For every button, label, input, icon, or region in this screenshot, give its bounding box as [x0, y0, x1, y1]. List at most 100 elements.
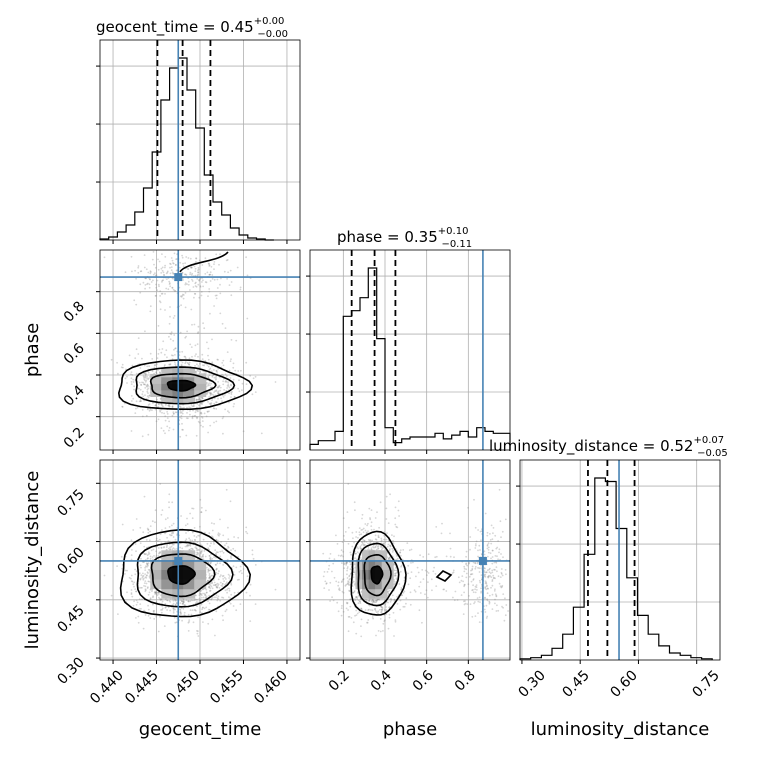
sample-point [172, 317, 175, 319]
sample-point [394, 619, 397, 621]
sample-point [235, 339, 238, 342]
density-cell [362, 560, 374, 570]
sample-point [192, 405, 195, 408]
sample-point [136, 601, 139, 604]
sample-point [483, 571, 486, 574]
sample-point [180, 515, 183, 517]
sample-point [169, 405, 171, 408]
ylabel-phase: phase [22, 323, 43, 377]
sample-point [222, 564, 225, 566]
sample-point [222, 374, 225, 376]
sample-point [172, 262, 175, 265]
sample-point [212, 579, 215, 581]
sample-point [206, 341, 208, 344]
sample-point [146, 564, 149, 566]
truth-marker-2-0 [174, 556, 183, 565]
sample-point [137, 615, 140, 618]
density-cell [355, 560, 368, 570]
sample-point [168, 599, 171, 602]
sample-point [329, 581, 332, 584]
sample-point [199, 590, 202, 592]
sample-point [190, 599, 193, 601]
sample-point [219, 550, 222, 553]
sample-point [468, 562, 470, 565]
sample-point [143, 254, 146, 256]
sample-point [175, 258, 178, 261]
sample-point [491, 569, 494, 572]
sample-point [216, 391, 219, 393]
sample-point [394, 506, 397, 509]
sample-point [146, 566, 148, 568]
sample-point [474, 588, 476, 591]
sample-point [172, 522, 175, 525]
geocent-lumdist-contour-outer [136, 541, 234, 608]
sample-point [137, 621, 140, 624]
sample-point [160, 546, 163, 549]
sample-point [187, 268, 189, 270]
sample-point [185, 417, 188, 419]
sample-point [166, 517, 169, 519]
sample-point [168, 404, 170, 407]
sample-point [159, 301, 162, 304]
sample-point [409, 603, 412, 606]
sample-point [356, 558, 358, 561]
sample-point [135, 570, 138, 573]
sample-point [183, 604, 186, 606]
sample-point [359, 547, 362, 550]
sample-point [391, 551, 394, 553]
sample-point [224, 373, 227, 376]
sample-point [149, 530, 151, 533]
sample-point [196, 398, 198, 401]
sample-point [156, 363, 158, 365]
sample-point [213, 407, 216, 410]
sample-point [130, 554, 133, 556]
sample-point [175, 621, 178, 624]
sample-point [474, 566, 477, 568]
sample-point [469, 603, 472, 605]
sample-point [387, 543, 390, 546]
sample-point [130, 539, 133, 542]
sample-point [130, 400, 133, 402]
sample-point [486, 584, 488, 587]
sample-point [350, 617, 353, 619]
sample-point [130, 593, 133, 595]
sample-point [371, 598, 374, 601]
sample-point [210, 598, 213, 601]
sample-point [142, 395, 145, 398]
sample-point [190, 403, 193, 406]
sample-point [169, 338, 172, 341]
sample-point [387, 592, 390, 595]
sample-point [379, 630, 382, 633]
sample-point [480, 574, 483, 576]
sample-point [121, 523, 124, 526]
sample-point [435, 585, 438, 587]
sample-point [163, 412, 166, 415]
sample-point [188, 620, 191, 623]
sample-point [212, 584, 215, 587]
sample-point [184, 524, 187, 527]
sample-point [215, 569, 218, 571]
sample-point [484, 597, 486, 599]
sample-point [179, 613, 182, 615]
sample-point [463, 584, 466, 586]
sample-point [189, 540, 192, 543]
panel-frames [99, 39, 721, 661]
sample-point [475, 540, 478, 543]
sample-point [235, 566, 238, 569]
sample-point [182, 293, 184, 296]
sample-point [195, 594, 197, 597]
sample-point [130, 574, 133, 577]
sample-point [400, 564, 403, 567]
sample-point [168, 429, 170, 432]
sample-point [502, 593, 505, 595]
sample-point [221, 614, 224, 617]
sample-point [493, 568, 495, 571]
sample-point [121, 405, 124, 408]
sample-point [500, 568, 503, 570]
grid-lines [100, 40, 720, 660]
sample-point [340, 549, 343, 552]
sample-point [166, 270, 169, 273]
sample-point [367, 522, 369, 525]
sample-point [209, 584, 212, 587]
sample-point [172, 531, 174, 534]
